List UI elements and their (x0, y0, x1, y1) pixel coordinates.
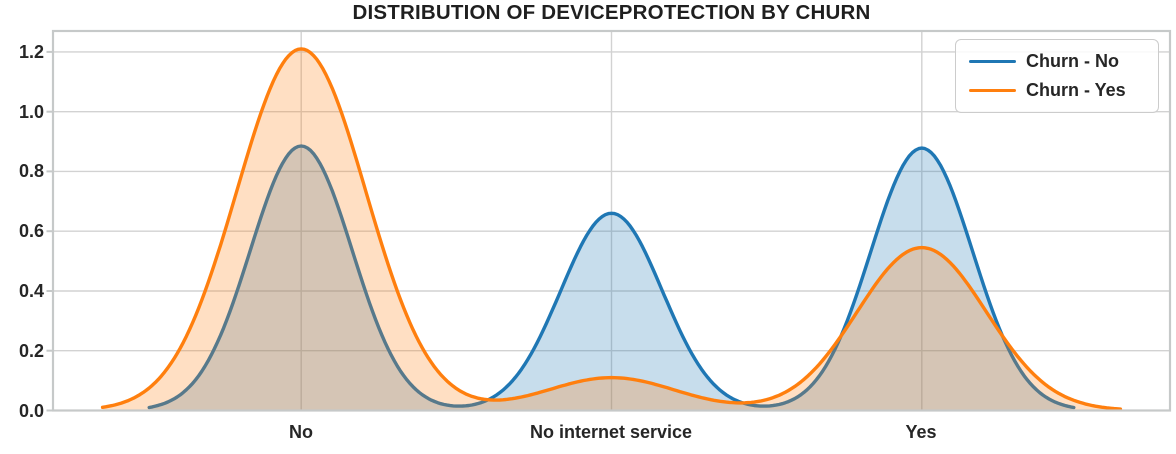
legend-line-swatch-churn-yes (969, 88, 1016, 93)
chart-title: DISTRIBUTION OF DEVICEPROTECTION BY CHUR… (352, 1, 871, 24)
kde-line-0 (147, 144, 1076, 410)
legend-item-churn-yes: Churn - Yes (956, 76, 1158, 105)
x-tick-label-yes: Yes (905, 422, 937, 442)
kde-line-1 (100, 47, 1123, 411)
y-tick-label-1.0: 1.0 (18, 102, 44, 122)
y-tick-label-0.6: 0.6 (18, 221, 44, 241)
legend-label-churn-no: Churn - No (1026, 51, 1119, 71)
y-tick-label-0.8: 0.8 (18, 161, 44, 181)
y-tick-label-0.0: 0.0 (18, 401, 44, 421)
y-tick-label-1.2: 1.2 (18, 42, 44, 62)
legend-label-churn-yes: Churn - Yes (1026, 80, 1126, 100)
legend-line-swatch-churn-no (969, 59, 1016, 64)
x-tick-label-no-internet-service: No internet service (529, 422, 693, 442)
legend-item-churn-no: Churn - No (956, 47, 1158, 76)
legend: Churn - No Churn - Yes (955, 39, 1159, 113)
plot-border (51, 29, 1172, 412)
kde-fill-0 (149, 146, 1074, 410)
y-tick-label-0.4: 0.4 (18, 281, 44, 301)
y-tick-label-0.2: 0.2 (18, 341, 44, 361)
kde-fill-1 (102, 48, 1121, 410)
x-tick-label-no: No (289, 422, 313, 442)
